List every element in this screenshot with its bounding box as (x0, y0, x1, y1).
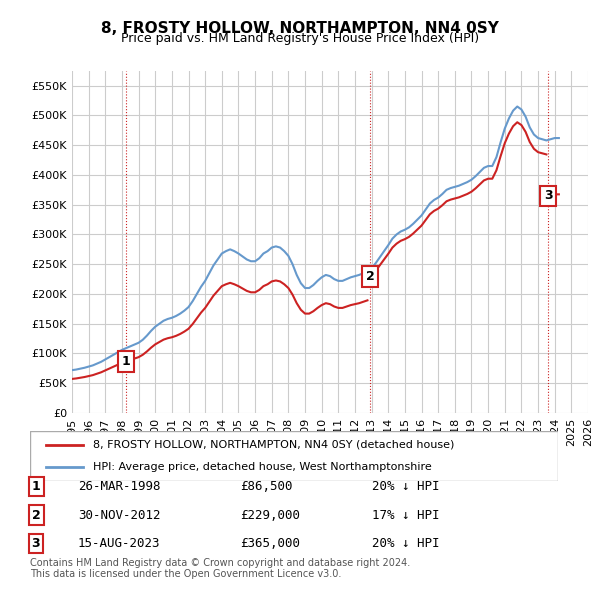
Text: 3: 3 (544, 189, 553, 202)
Text: 8, FROSTY HOLLOW, NORTHAMPTON, NN4 0SY (detached house): 8, FROSTY HOLLOW, NORTHAMPTON, NN4 0SY (… (94, 440, 455, 450)
Text: 3: 3 (32, 537, 40, 550)
Text: HPI: Average price, detached house, West Northamptonshire: HPI: Average price, detached house, West… (94, 462, 432, 472)
Text: 17% ↓ HPI: 17% ↓ HPI (372, 509, 439, 522)
Text: £86,500: £86,500 (240, 480, 293, 493)
Text: 2: 2 (366, 270, 374, 283)
Text: Price paid vs. HM Land Registry's House Price Index (HPI): Price paid vs. HM Land Registry's House … (121, 32, 479, 45)
Text: 2: 2 (32, 509, 40, 522)
Text: 1: 1 (32, 480, 40, 493)
Text: 20% ↓ HPI: 20% ↓ HPI (372, 537, 439, 550)
FancyBboxPatch shape (30, 431, 558, 481)
Text: 1: 1 (121, 355, 130, 368)
Text: 20% ↓ HPI: 20% ↓ HPI (372, 480, 439, 493)
Text: 30-NOV-2012: 30-NOV-2012 (78, 509, 161, 522)
Text: Contains HM Land Registry data © Crown copyright and database right 2024.
This d: Contains HM Land Registry data © Crown c… (30, 558, 410, 579)
Text: 8, FROSTY HOLLOW, NORTHAMPTON, NN4 0SY: 8, FROSTY HOLLOW, NORTHAMPTON, NN4 0SY (101, 21, 499, 35)
Text: £365,000: £365,000 (240, 537, 300, 550)
Text: 15-AUG-2023: 15-AUG-2023 (78, 537, 161, 550)
Text: 26-MAR-1998: 26-MAR-1998 (78, 480, 161, 493)
Text: £229,000: £229,000 (240, 509, 300, 522)
